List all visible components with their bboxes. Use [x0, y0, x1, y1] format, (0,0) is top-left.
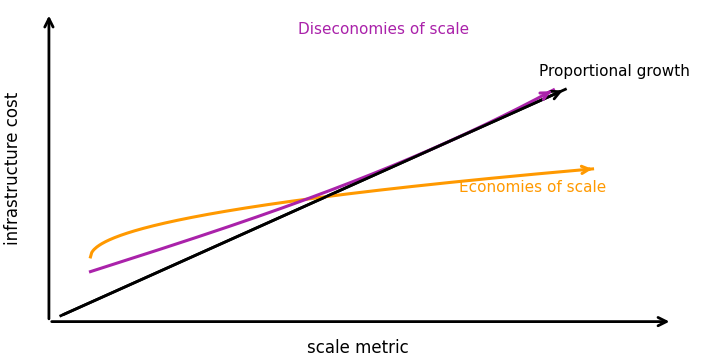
Text: scale metric: scale metric	[307, 339, 409, 357]
Text: Diseconomies of scale: Diseconomies of scale	[298, 22, 470, 37]
Text: Economies of scale: Economies of scale	[459, 180, 606, 195]
Text: infrastructure cost: infrastructure cost	[4, 92, 22, 245]
Text: Proportional growth: Proportional growth	[538, 64, 689, 79]
